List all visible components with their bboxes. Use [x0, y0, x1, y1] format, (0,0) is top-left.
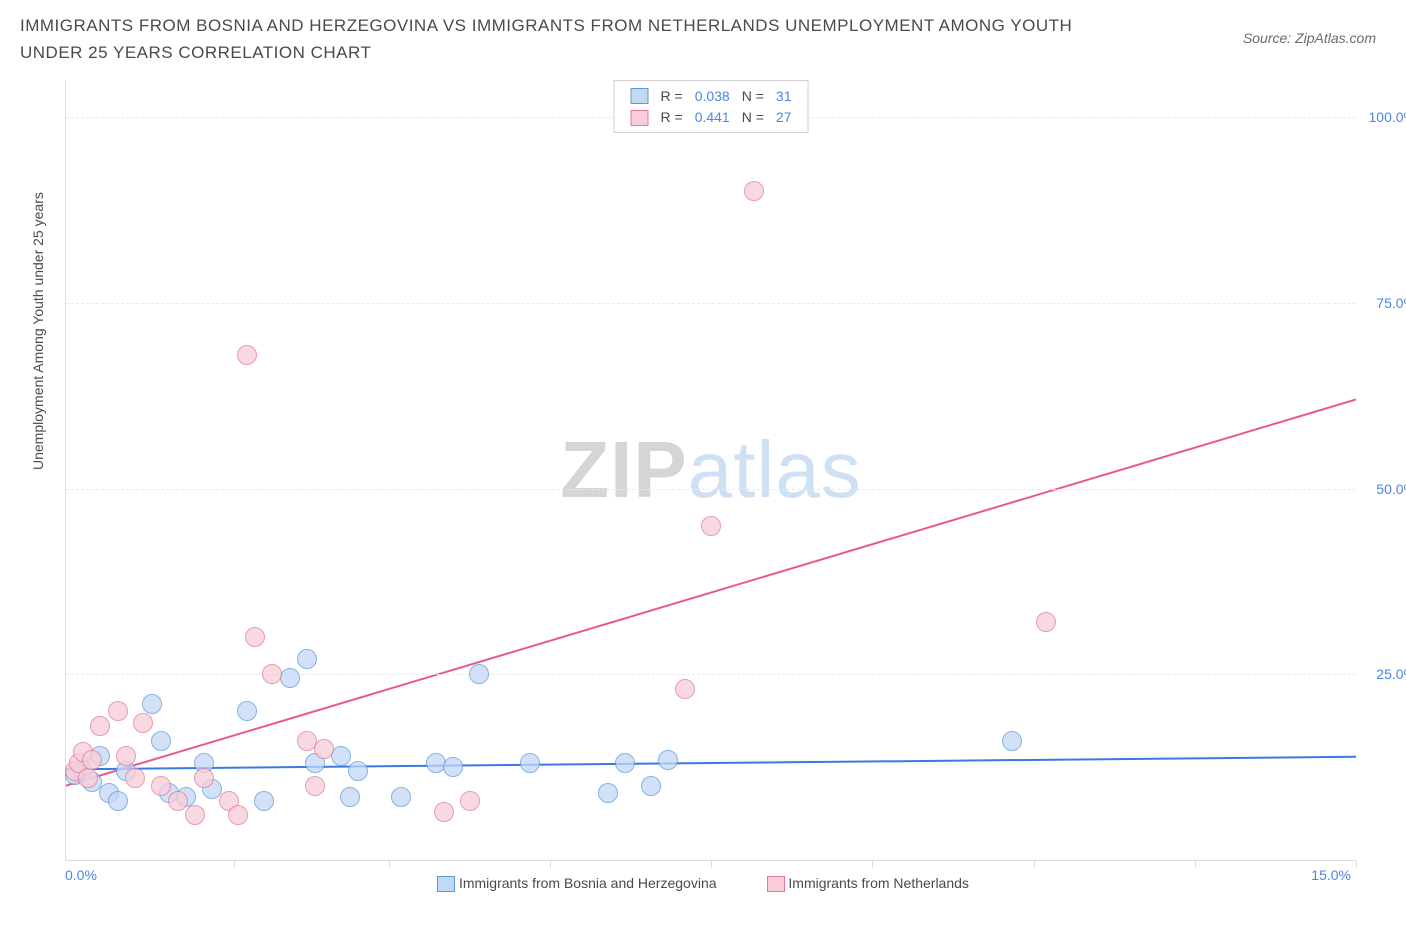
legend-swatch [631, 88, 649, 104]
y-tick-label: 25.0% [1376, 666, 1406, 682]
legend-r-label: R = [655, 106, 689, 127]
watermark-atlas: atlas [688, 425, 862, 514]
data-point-bosnia [142, 694, 162, 714]
data-point-bosnia [391, 787, 411, 807]
data-point-netherlands [168, 791, 188, 811]
chart-title: IMMIGRANTS FROM BOSNIA AND HERZEGOVINA V… [20, 12, 1120, 66]
data-point-bosnia [340, 787, 360, 807]
data-point-netherlands [675, 679, 695, 699]
y-tick-label: 50.0% [1376, 481, 1406, 497]
watermark: ZIPatlas [560, 424, 861, 516]
data-point-netherlands [116, 746, 136, 766]
legend-n-value: 31 [770, 85, 798, 106]
x-tick [1195, 860, 1196, 868]
series-legend-label: Immigrants from Netherlands [788, 875, 969, 891]
regression-line-netherlands [66, 399, 1356, 785]
data-point-bosnia [615, 753, 635, 773]
gridline [66, 674, 1356, 675]
series-legend-item: Immigrants from Netherlands [767, 875, 969, 891]
legend-r-label: R = [655, 85, 689, 106]
data-point-bosnia [520, 753, 540, 773]
data-point-bosnia [108, 791, 128, 811]
data-point-netherlands [133, 713, 153, 733]
chart-header: IMMIGRANTS FROM BOSNIA AND HERZEGOVINA V… [0, 0, 1406, 75]
data-point-netherlands [82, 750, 102, 770]
chart-source: Source: ZipAtlas.com [1243, 30, 1376, 46]
data-point-bosnia [348, 761, 368, 781]
data-point-netherlands [228, 805, 248, 825]
data-point-bosnia [331, 746, 351, 766]
x-tick [389, 860, 390, 868]
data-point-netherlands [90, 716, 110, 736]
data-point-netherlands [434, 802, 454, 822]
data-point-netherlands [701, 516, 721, 536]
data-point-netherlands [125, 768, 145, 788]
data-point-netherlands [460, 791, 480, 811]
legend-swatch [631, 110, 649, 126]
x-tick [1356, 860, 1357, 868]
data-point-bosnia [469, 664, 489, 684]
correlation-legend: R =0.038N =31R =0.441N =27 [614, 80, 809, 133]
data-point-bosnia [254, 791, 274, 811]
watermark-zip: ZIP [560, 425, 687, 514]
x-tick [1034, 860, 1035, 868]
legend-swatch [767, 876, 785, 892]
regression-lines [66, 80, 1356, 860]
data-point-netherlands [78, 768, 98, 788]
series-legend-label: Immigrants from Bosnia and Herzegovina [459, 875, 717, 891]
data-point-bosnia [297, 649, 317, 669]
data-point-netherlands [245, 627, 265, 647]
data-point-netherlands [744, 181, 764, 201]
y-tick-label: 75.0% [1376, 295, 1406, 311]
gridline [66, 489, 1356, 490]
data-point-bosnia [1002, 731, 1022, 751]
data-point-bosnia [443, 757, 463, 777]
legend-n-value: 27 [770, 106, 798, 127]
scatter-plot-area: ZIPatlas R =0.038N =31R =0.441N =27 25.0… [65, 80, 1356, 861]
y-tick-label: 100.0% [1369, 109, 1406, 125]
legend-n-label: N = [736, 85, 770, 106]
data-point-bosnia [280, 668, 300, 688]
series-legend-item: Immigrants from Bosnia and Herzegovina [437, 875, 716, 891]
legend-n-label: N = [736, 106, 770, 127]
data-point-bosnia [658, 750, 678, 770]
data-point-bosnia [641, 776, 661, 796]
data-point-netherlands [314, 739, 334, 759]
x-tick [550, 860, 551, 868]
gridline [66, 303, 1356, 304]
data-point-netherlands [185, 805, 205, 825]
legend-r-value: 0.441 [689, 106, 736, 127]
series-legend: Immigrants from Bosnia and Herzegovina I… [0, 875, 1406, 892]
regression-line-bosnia [66, 757, 1356, 770]
legend-r-value: 0.038 [689, 85, 736, 106]
y-axis-title: Unemployment Among Youth under 25 years [30, 192, 46, 470]
data-point-netherlands [108, 701, 128, 721]
x-tick [234, 860, 235, 868]
data-point-netherlands [237, 345, 257, 365]
data-point-netherlands [305, 776, 325, 796]
data-point-bosnia [598, 783, 618, 803]
data-point-netherlands [1036, 612, 1056, 632]
data-point-netherlands [194, 768, 214, 788]
x-tick [872, 860, 873, 868]
data-point-netherlands [151, 776, 171, 796]
legend-swatch [437, 876, 455, 892]
legend-row: R =0.441N =27 [625, 106, 798, 127]
data-point-bosnia [237, 701, 257, 721]
legend-row: R =0.038N =31 [625, 85, 798, 106]
data-point-bosnia [151, 731, 171, 751]
data-point-netherlands [262, 664, 282, 684]
x-tick [711, 860, 712, 868]
